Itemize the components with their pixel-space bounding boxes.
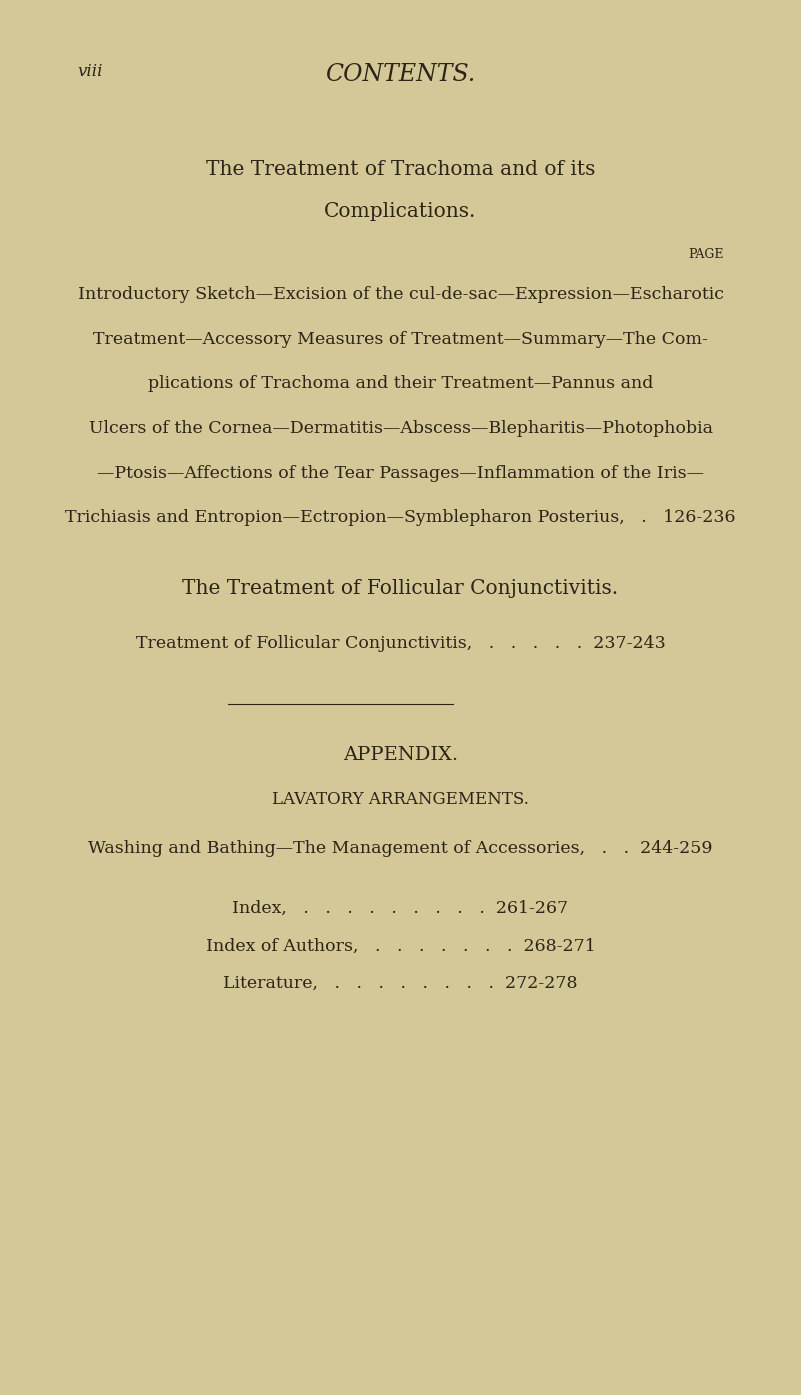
Text: Trichiasis and Entropion—Ectropion—Symblepharon Posterius,   .   126-236: Trichiasis and Entropion—Ectropion—Symbl… [65,509,736,526]
Text: PAGE: PAGE [688,248,723,261]
Text: viii: viii [78,63,103,80]
Text: Literature,   .   .   .   .   .   .   .   .  272-278: Literature, . . . . . . . . 272-278 [223,975,578,992]
Text: Introductory Sketch—Excision of the cul-de-sac—Expression—Escharotic: Introductory Sketch—Excision of the cul-… [78,286,723,303]
Text: LAVATORY ARRANGEMENTS.: LAVATORY ARRANGEMENTS. [272,791,529,808]
Text: Ulcers of the Cornea—Dermatitis—Abscess—Blepharitis—Photophobia: Ulcers of the Cornea—Dermatitis—Abscess—… [88,420,713,437]
Text: The Treatment of Trachoma and of its: The Treatment of Trachoma and of its [206,160,595,180]
Text: Index of Authors,   .   .   .   .   .   .   .  268-271: Index of Authors, . . . . . . . 268-271 [206,937,595,954]
Text: Treatment—Accessory Measures of Treatment—Summary—The Com-: Treatment—Accessory Measures of Treatmen… [93,331,708,347]
Text: Index,   .   .   .   .   .   .   .   .   .  261-267: Index, . . . . . . . . . 261-267 [232,900,569,917]
Text: —Ptosis—Affections of the Tear Passages—Inflammation of the Iris—: —Ptosis—Affections of the Tear Passages—… [97,465,704,481]
Text: Treatment of Follicular Conjunctivitis,   .   .   .   .   .  237-243: Treatment of Follicular Conjunctivitis, … [135,635,666,651]
Text: The Treatment of Follicular Conjunctivitis.: The Treatment of Follicular Conjunctivit… [183,579,618,598]
Text: Washing and Bathing—The Management of Accessories,   .   .  244-259: Washing and Bathing—The Management of Ac… [88,840,713,857]
Text: APPENDIX.: APPENDIX. [343,746,458,764]
Text: plications of Trachoma and their Treatment—Pannus and: plications of Trachoma and their Treatme… [148,375,653,392]
Text: CONTENTS.: CONTENTS. [325,63,476,85]
Text: Complications.: Complications. [324,202,477,222]
